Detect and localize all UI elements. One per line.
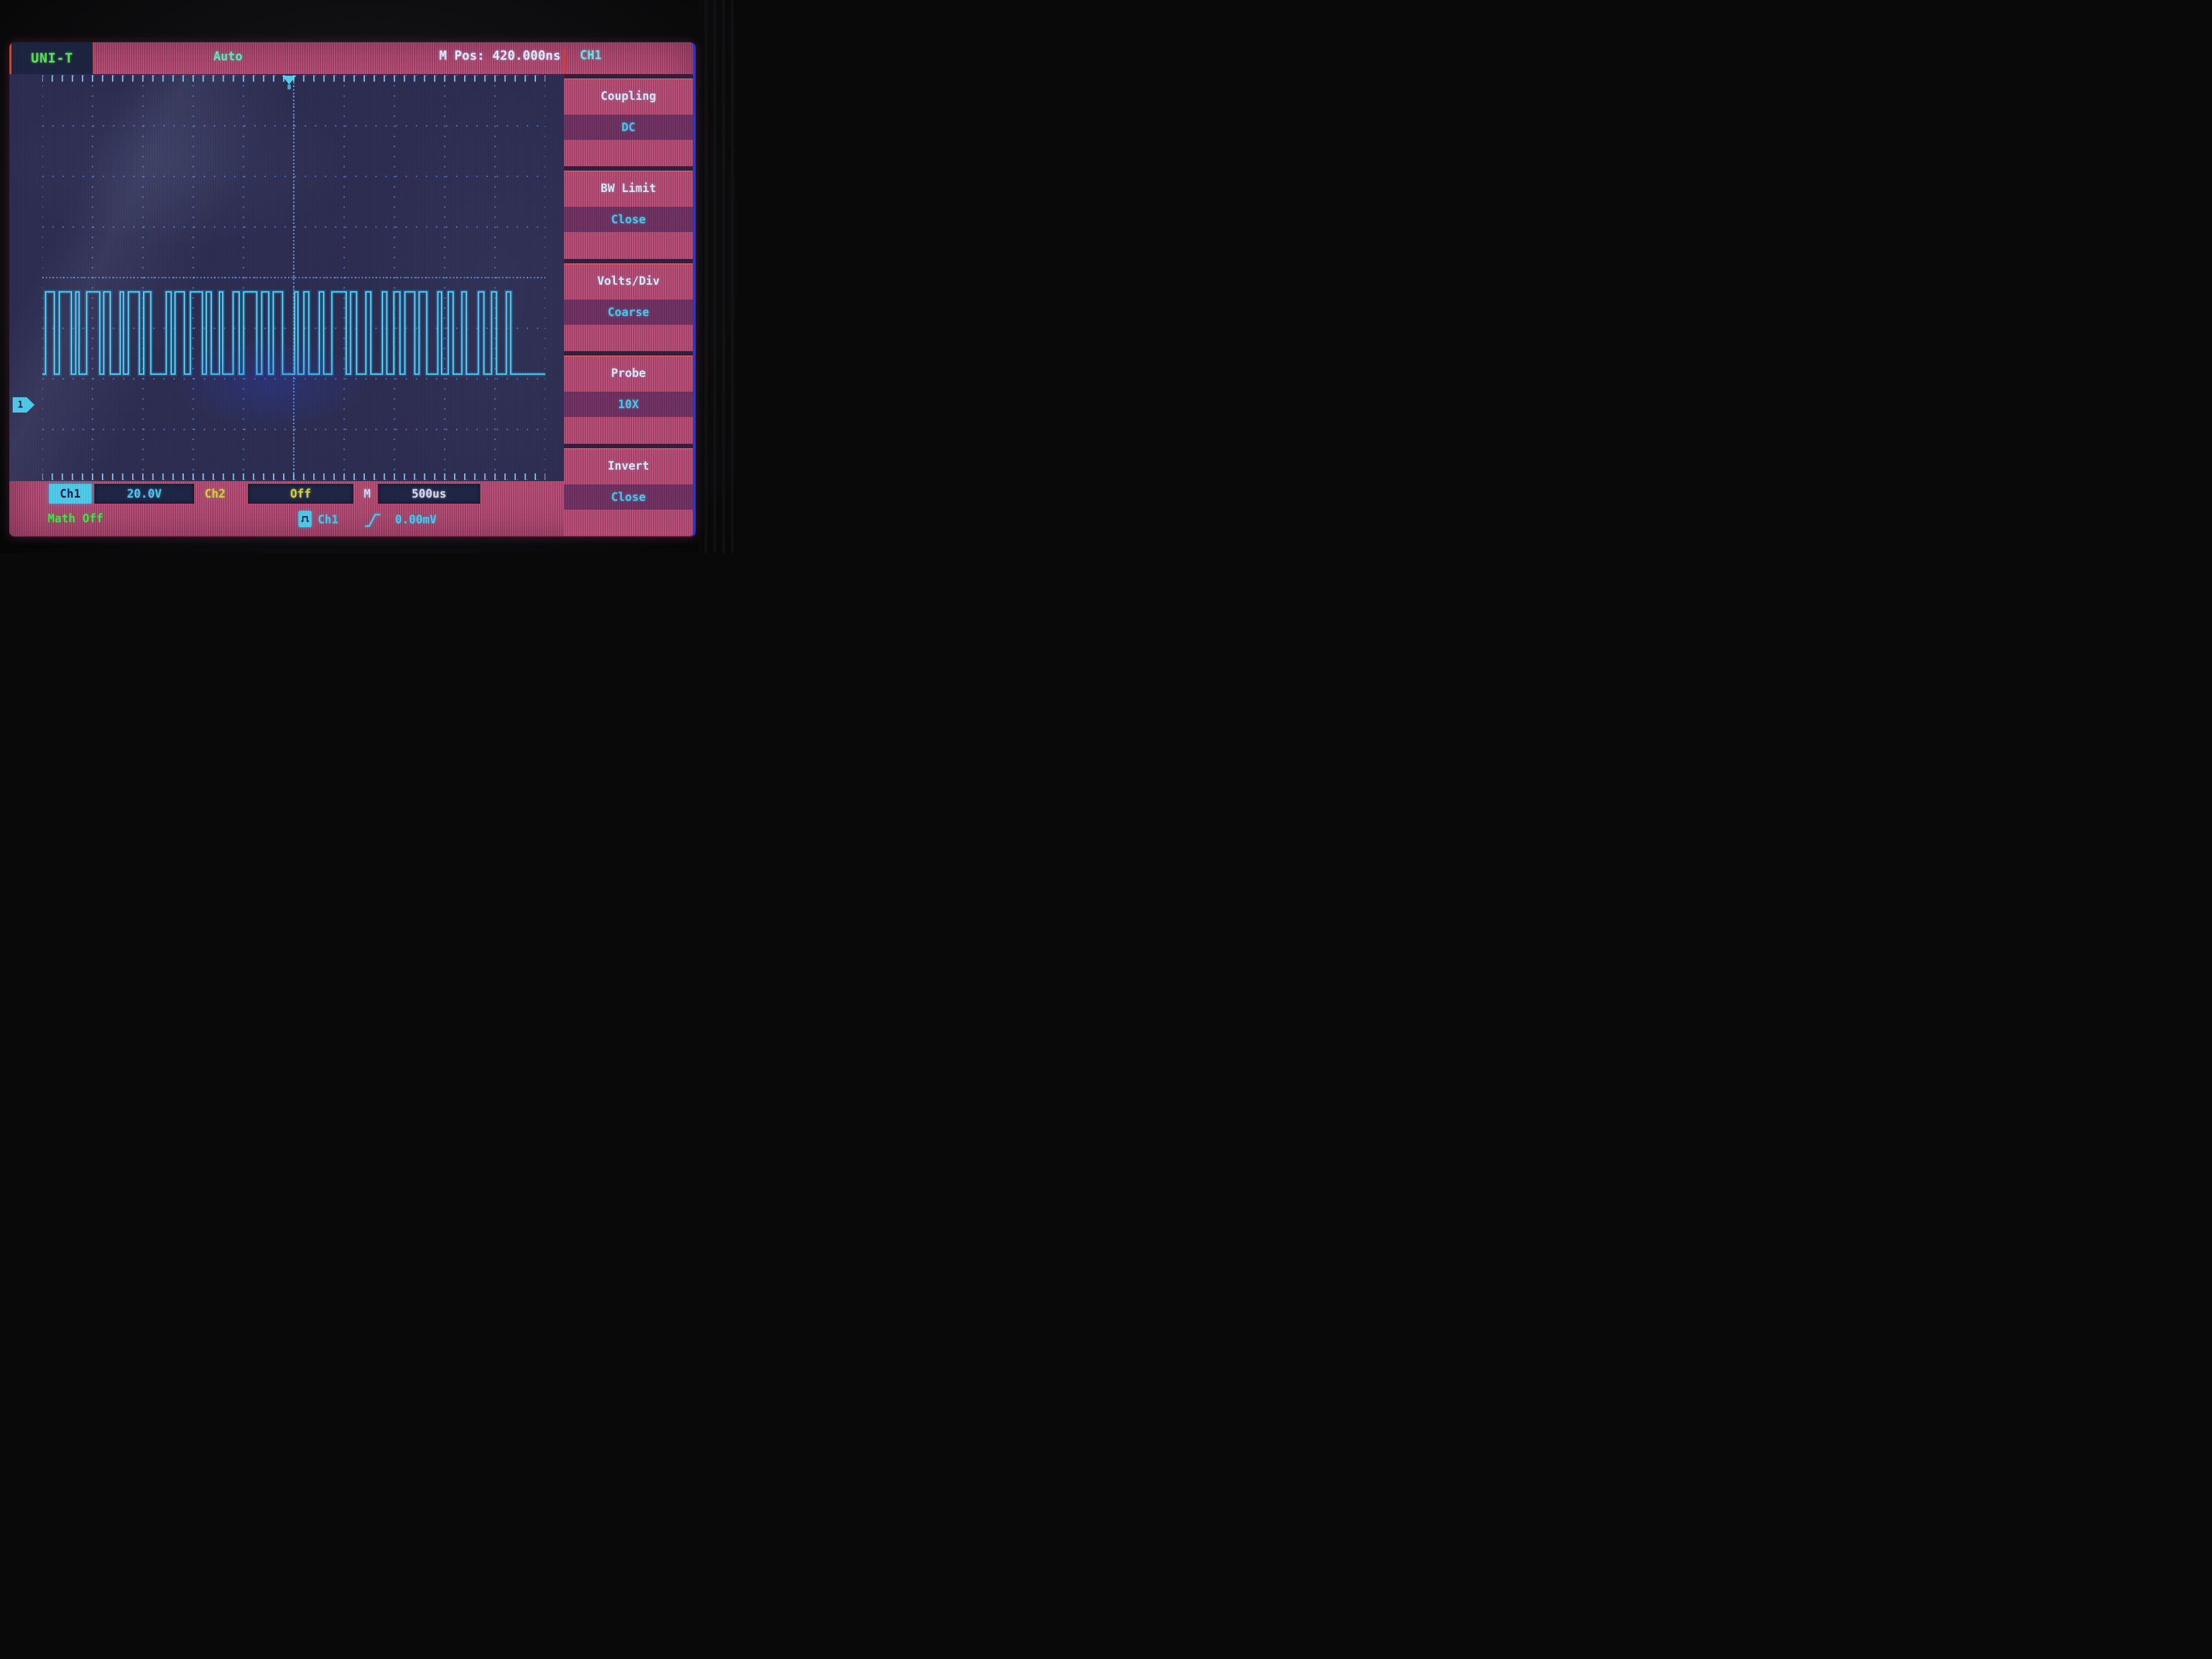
channel1-marker-label: 1 <box>18 399 24 410</box>
math-status: Math Off <box>48 512 104 525</box>
softkey-menu: Coupling DC BW Limit Close Volts/Div Coa… <box>564 74 693 536</box>
ch2-label[interactable]: Ch2 <box>205 487 225 500</box>
timebase-box: 500us <box>378 484 480 504</box>
rising-edge-icon <box>363 511 382 532</box>
menu-item-volts-div[interactable]: Volts/Div Coarse <box>564 263 693 352</box>
timebase-value: 500us <box>411 487 447 500</box>
brand-logo: UNI-T <box>9 42 94 74</box>
menu-item-label: Coupling <box>600 89 657 103</box>
waveform-display-area: 1 <box>9 74 564 481</box>
menu-item-bw-limit[interactable]: BW Limit Close <box>564 171 693 259</box>
menu-item-coupling[interactable]: Coupling DC <box>564 78 693 167</box>
bezel-ribs <box>699 0 737 553</box>
brand-logo-text: UNI-T <box>31 50 74 66</box>
menu-item-value[interactable]: DC <box>564 115 693 140</box>
oscilloscope-screen: UNI-T Auto M Pos: 420.000ns CH1 1 Ch1 20… <box>9 42 696 537</box>
channel1-level-marker[interactable]: 1 <box>13 397 35 413</box>
graticule-svg <box>41 74 546 481</box>
menu-item-value[interactable]: 10X <box>564 392 693 417</box>
menu-item-probe[interactable]: Probe 10X <box>564 356 693 444</box>
menu-item-label: Probe <box>611 366 646 380</box>
menu-item-label: BW Limit <box>600 182 657 195</box>
menu-item-value[interactable]: Coarse <box>564 299 693 325</box>
channel-status-row: Ch1 20.0V Ch2 Off M 500us <box>9 481 564 506</box>
acquisition-mode-status: Auto <box>213 50 242 64</box>
ch1-volts-div-box: 20.0V <box>94 484 194 504</box>
top-status-bar: UNI-T Auto M Pos: 420.000ns CH1 <box>9 42 693 74</box>
menu-item-invert[interactable]: Invert Close <box>564 448 693 536</box>
trigger-position-marker <box>282 76 296 84</box>
menu-item-label: Invert <box>607 459 650 472</box>
horizontal-position-readout: M Pos: 420.000ns <box>439 49 561 63</box>
menu-item-value[interactable]: Close <box>564 207 693 233</box>
graticule-and-trace <box>41 74 546 481</box>
ch1-volts-div-value: 20.0V <box>127 487 162 500</box>
ch1-trace <box>42 291 545 375</box>
trigger-source-icon <box>298 511 312 527</box>
ch1-badge[interactable]: Ch1 <box>49 484 92 504</box>
square-wave-icon <box>301 516 309 522</box>
ch2-status-box: Off <box>248 484 353 504</box>
menu-channel-header: CH1 <box>564 49 693 74</box>
timebase-prefix: M <box>364 487 371 500</box>
menu-item-label: Volts/Div <box>597 274 660 287</box>
oscilloscope-photo: UNI-T Auto M Pos: 420.000ns CH1 1 Ch1 20… <box>0 0 737 553</box>
trigger-status-row: Math Off Ch1 0.00mV <box>9 506 693 536</box>
trigger-channel: Ch1 <box>318 513 338 526</box>
trigger-level-readout: 0.00mV <box>395 513 437 526</box>
menu-item-value[interactable]: Close <box>564 484 693 510</box>
ch2-status-value: Off <box>290 487 311 500</box>
